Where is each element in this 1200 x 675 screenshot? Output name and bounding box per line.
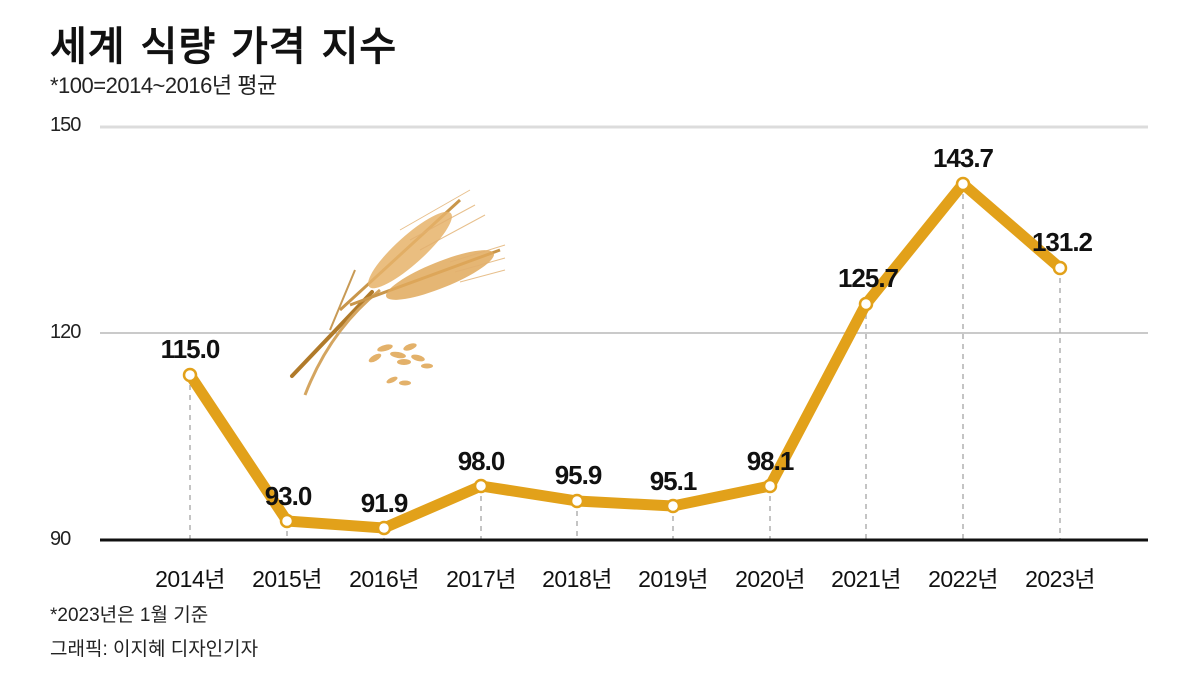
value-label-2022: 143.7 bbox=[933, 143, 994, 173]
x-label-2022: 2022년 bbox=[928, 566, 998, 592]
x-label-2014: 2014년 bbox=[155, 566, 225, 592]
x-label-2019: 2019년 bbox=[638, 566, 708, 592]
chart-subtitle: *100=2014~2016년 평균 bbox=[50, 73, 277, 98]
data-line bbox=[184, 178, 1066, 534]
point-2018 bbox=[569, 493, 585, 509]
point-2020 bbox=[762, 478, 778, 494]
x-label-2020: 2020년 bbox=[735, 566, 805, 592]
data-points bbox=[182, 176, 1068, 536]
y-tick-90: 90 bbox=[50, 528, 71, 550]
value-label-2021: 125.7 bbox=[838, 263, 899, 293]
point-2016 bbox=[376, 520, 392, 536]
point-2015 bbox=[279, 513, 295, 529]
x-label-2023: 2023년 bbox=[1025, 566, 1095, 592]
point-2023 bbox=[1052, 260, 1068, 276]
point-2014 bbox=[182, 367, 198, 383]
value-label-2016: 91.9 bbox=[361, 488, 408, 518]
chart-title: 세계 식량 가격 지수 bbox=[50, 24, 398, 70]
point-2017 bbox=[473, 478, 489, 494]
value-label-2018: 95.9 bbox=[555, 460, 602, 490]
point-2019 bbox=[665, 498, 681, 514]
x-label-2021: 2021년 bbox=[831, 566, 901, 592]
x-label-2016: 2016년 bbox=[349, 566, 419, 592]
value-label-2019: 95.1 bbox=[650, 466, 697, 496]
x-label-2018: 2018년 bbox=[542, 566, 612, 592]
value-label-2014: 115.0 bbox=[161, 334, 220, 364]
footnote: *2023년은 1월 기준 bbox=[50, 605, 209, 626]
graphic-credit: 그래픽: 이지혜 디자인기자 bbox=[50, 639, 259, 660]
x-label-2017: 2017년 bbox=[446, 566, 516, 592]
point-2021 bbox=[858, 296, 874, 312]
y-tick-150: 150 bbox=[50, 114, 81, 136]
value-label-2017: 98.0 bbox=[458, 446, 505, 476]
y-tick-120: 120 bbox=[50, 321, 81, 343]
point-2022 bbox=[955, 176, 971, 192]
value-label-2023: 131.2 bbox=[1032, 227, 1093, 257]
x-label-2015: 2015년 bbox=[252, 566, 322, 592]
value-label-2015: 93.0 bbox=[265, 481, 312, 511]
value-label-2020: 98.1 bbox=[747, 446, 794, 476]
wheat-illustration-icon bbox=[290, 189, 506, 396]
